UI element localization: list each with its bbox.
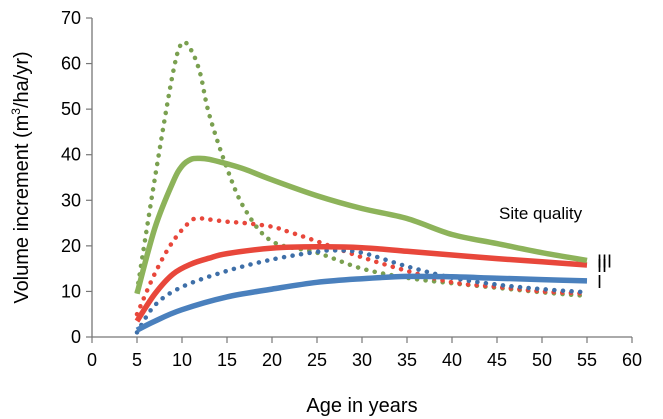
site-quality-annotation: Site quality xyxy=(499,204,583,223)
dotted-series-line xyxy=(134,216,590,317)
y-axis-title-suffix: /ha/yr) xyxy=(11,51,33,108)
ticks-layer: 0 5 10 15 20 25 30 35 40 45 50 55 60 0 10 20 30 40 50 60 70 xyxy=(61,8,642,370)
x-tick-label: 40 xyxy=(442,350,462,370)
series-line-ii xyxy=(134,244,588,323)
y-tick-label: 0 xyxy=(71,327,81,347)
y-tick-label: 70 xyxy=(61,8,81,28)
x-tick-label: 15 xyxy=(217,350,237,370)
series-label-iii: III xyxy=(597,251,612,271)
y-axis-title: Volume increment (m3/ha/yr) xyxy=(9,51,33,303)
series-line-i xyxy=(135,273,588,333)
x-tick-label: 45 xyxy=(487,350,507,370)
series-line-iii xyxy=(134,155,588,295)
x-tick-label: 0 xyxy=(87,350,97,370)
x-tick-label: 30 xyxy=(352,350,372,370)
x-tick-label: 25 xyxy=(307,350,327,370)
x-tick-label: 55 xyxy=(577,350,597,370)
x-tick-label: 20 xyxy=(262,350,282,370)
x-tick-label: 10 xyxy=(172,350,192,370)
x-tick-label: 35 xyxy=(397,350,417,370)
x-tick-label: 5 xyxy=(132,350,142,370)
y-axis-title-superscript: 3 xyxy=(9,108,23,115)
series-layer xyxy=(134,39,590,335)
series-label-ii: II xyxy=(597,256,607,276)
y-tick-label: 20 xyxy=(61,236,81,256)
y-tick-label: 10 xyxy=(61,281,81,301)
x-tick-label: 50 xyxy=(532,350,552,370)
y-tick-label: 60 xyxy=(61,54,81,74)
y-tick-label: 30 xyxy=(61,190,81,210)
dotted-series-line xyxy=(134,248,590,335)
y-tick-label: 50 xyxy=(61,99,81,119)
y-tick-label: 40 xyxy=(61,145,81,165)
series-label-i: I xyxy=(597,272,602,292)
y-axis-title-prefix: Volume increment (m xyxy=(11,115,33,304)
x-axis-title: Age in years xyxy=(306,395,417,417)
x-tick-label: 60 xyxy=(622,350,642,370)
